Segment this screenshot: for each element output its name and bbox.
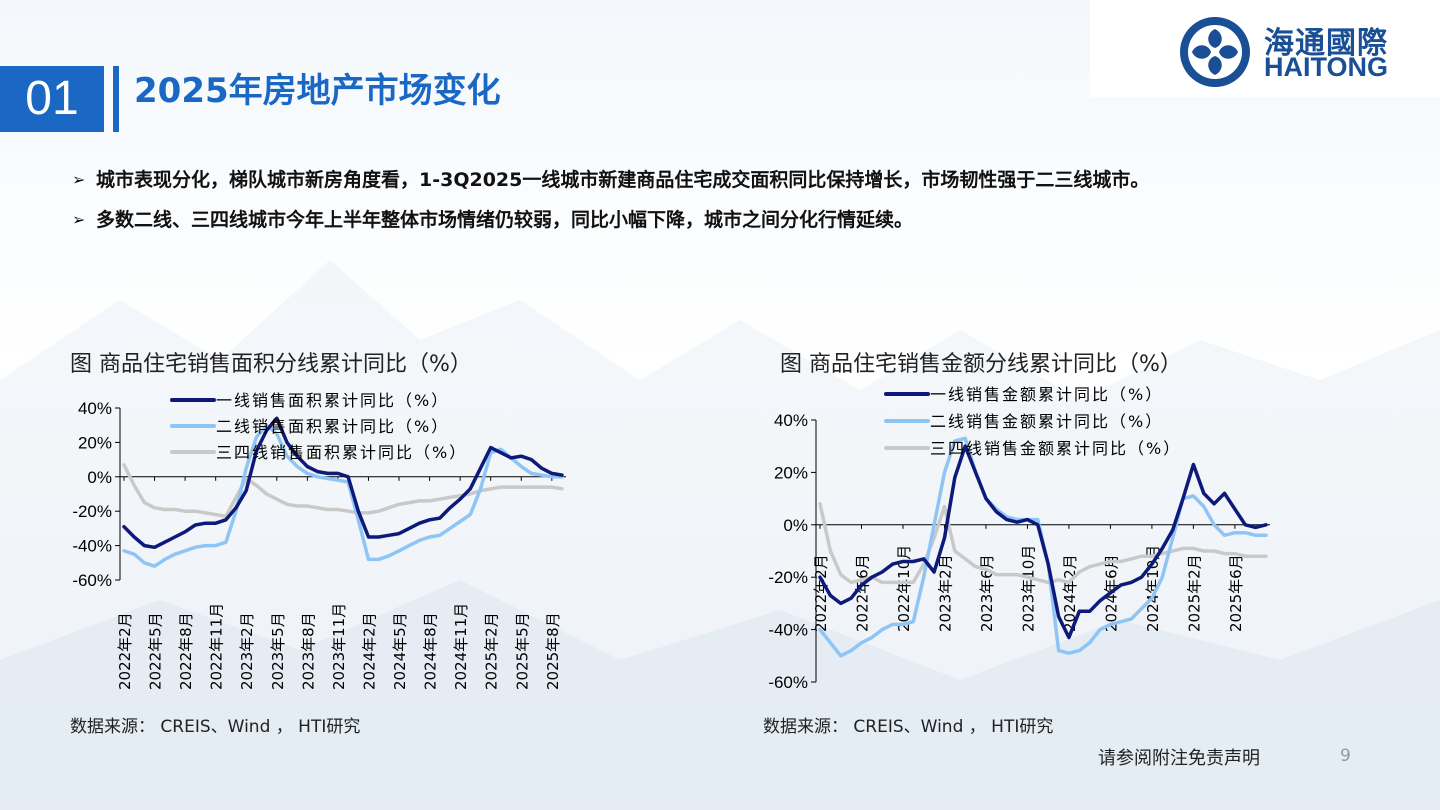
legend-label: 三四线销售金额累计同比（%） bbox=[930, 439, 1181, 458]
y-tick-label: -40% bbox=[768, 621, 808, 640]
x-tick-label: 2022年2月 bbox=[812, 554, 830, 632]
arrow-bullet-icon: ➢ bbox=[72, 210, 86, 229]
legend-label: 一线销售面积累计同比（%） bbox=[216, 391, 449, 410]
y-tick-label: 0% bbox=[783, 516, 808, 535]
x-tick-label: 2023年8月 bbox=[299, 612, 317, 690]
x-tick-label: 2023年10月 bbox=[1019, 545, 1037, 632]
x-tick-label: 2023年5月 bbox=[269, 612, 287, 690]
y-tick-label: 20% bbox=[78, 433, 112, 452]
x-tick-label: 2022年11月 bbox=[208, 603, 226, 690]
y-tick-label: -60% bbox=[72, 571, 112, 590]
x-tick-label: 2024年11月 bbox=[452, 603, 470, 690]
page-number: 9 bbox=[1340, 746, 1351, 766]
y-tick-label: -20% bbox=[72, 502, 112, 521]
logo-chinese-name: 海通國際 bbox=[1264, 26, 1388, 61]
haitong-logo-icon bbox=[1180, 17, 1250, 87]
series-line-3 bbox=[818, 502, 1268, 585]
section-divider bbox=[113, 66, 119, 132]
legend-label: 二线销售面积累计同比（%） bbox=[216, 417, 449, 436]
bullet-item: ➢ 城市表现分化，梯队城市新房角度看，1-3Q2025一线城市新建商品住宅成交面… bbox=[72, 160, 1372, 200]
x-tick-label: 2025年2月 bbox=[483, 612, 501, 690]
x-tick-label: 2024年2月 bbox=[1061, 554, 1079, 632]
area-yoy-chart: 40% 20% 0% -20% -40% -60% 2022年2月 2022年5月 2022年8… bbox=[72, 391, 566, 690]
x-tick-label: 2024年5月 bbox=[391, 612, 409, 690]
x-tick-label: 2023年2月 bbox=[936, 554, 954, 632]
bullet-text: 多数二线、三四线城市今年上半年整体市场情绪仍较弱，同比小幅下降，城市之间分化行情… bbox=[96, 209, 914, 231]
bullet-text: 城市表现分化，梯队城市新房角度看，1-3Q2025一线城市新建商品住宅成交面积同… bbox=[96, 169, 1150, 191]
x-tick-label: 2022年10月 bbox=[895, 545, 913, 632]
legend-label: 一线销售金额累计同比（%） bbox=[930, 385, 1163, 404]
y-tick-label: 20% bbox=[774, 463, 808, 482]
x-tick-label: 2022年5月 bbox=[147, 612, 165, 690]
chart-title-area: 图 商品住宅销售面积分线累计同比（%） bbox=[70, 352, 472, 377]
chart-source-amount: 数据来源： CREIS、Wind ， HTI研究 bbox=[763, 717, 1054, 737]
series-line-1 bbox=[818, 444, 1268, 640]
x-tick-label: 2025年8月 bbox=[544, 612, 562, 690]
y-tick-label: 40% bbox=[78, 399, 112, 418]
series-line-2 bbox=[122, 423, 564, 568]
disclaimer-text: 请参阅附注免责声明 bbox=[1098, 748, 1260, 769]
x-tick-label: 2022年8月 bbox=[177, 612, 195, 690]
x-tick-label: 2023年6月 bbox=[978, 554, 996, 632]
amount-yoy-chart: 40% 20% 0% -20% -40% -60% 2022年2月 2022年6月 2022年1… bbox=[768, 385, 1270, 692]
x-tick-label: 2025年2月 bbox=[1185, 554, 1203, 632]
y-tick-label: 40% bbox=[774, 411, 808, 430]
x-tick-label: 2025年5月 bbox=[513, 612, 531, 690]
series-line-1 bbox=[122, 416, 564, 550]
y-tick-label: -20% bbox=[768, 568, 808, 587]
series-line-3 bbox=[122, 463, 564, 519]
chart-source-area: 数据来源： CREIS、Wind ， HTI研究 bbox=[70, 717, 361, 737]
y-tick-label: -40% bbox=[72, 537, 112, 556]
y-tick-label: -60% bbox=[768, 673, 808, 692]
x-tick-label: 2025年6月 bbox=[1227, 554, 1245, 632]
x-tick-label: 2023年2月 bbox=[238, 612, 256, 690]
x-tick-label: 2022年2月 bbox=[116, 612, 134, 690]
y-tick-label: 0% bbox=[87, 468, 112, 487]
logo-area bbox=[1090, 0, 1440, 97]
bullet-item: ➢ 多数二线、三四线城市今年上半年整体市场情绪仍较弱，同比小幅下降，城市之间分化… bbox=[72, 200, 1372, 240]
x-tick-label: 2023年11月 bbox=[330, 603, 348, 690]
logo-english-name: HAITONG bbox=[1264, 52, 1389, 82]
slide-title: 2025年房地产市场变化 bbox=[134, 71, 501, 111]
arrow-bullet-icon: ➢ bbox=[72, 170, 86, 189]
x-tick-label: 2024年2月 bbox=[360, 612, 378, 690]
bullet-list: ➢ 城市表现分化，梯队城市新房角度看，1-3Q2025一线城市新建商品住宅成交面… bbox=[72, 160, 1372, 240]
legend-label: 三四线销售面积累计同比（%） bbox=[216, 443, 467, 462]
chart-title-amount: 图 商品住宅销售金额分线累计同比（%） bbox=[780, 352, 1182, 377]
x-tick-label: 2024年8月 bbox=[422, 612, 440, 690]
x-tick-label: 2022年6月 bbox=[853, 554, 871, 632]
legend-label: 二线销售金额累计同比（%） bbox=[930, 412, 1163, 431]
section-number: 01 bbox=[0, 66, 104, 132]
